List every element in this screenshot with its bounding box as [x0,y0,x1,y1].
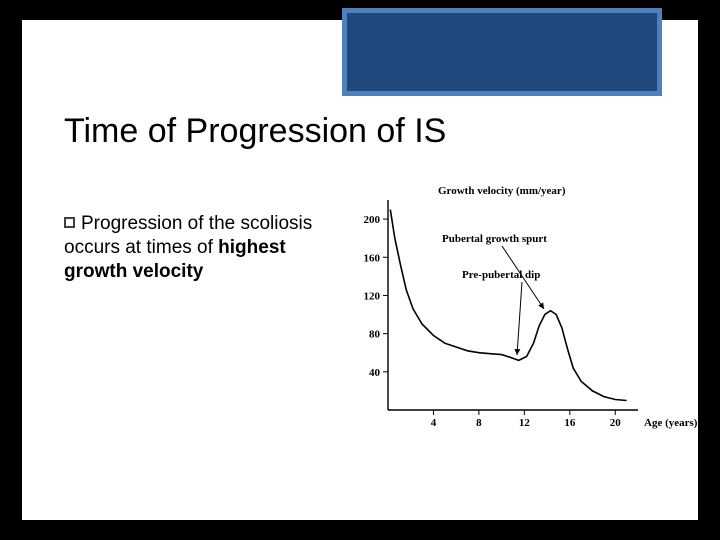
svg-text:80: 80 [369,329,381,341]
body-bullet: Progression of the scoliosis occurs at t… [64,212,324,283]
growth-velocity-chart: 40 80 120 160 200 4 8 12 16 20 Growth velocity (mm… [342,180,688,460]
slide-title: Time of Progression of IS [64,112,446,151]
chart-svg: 40 80 120 160 200 4 8 12 16 20 Growth velocity (mm… [342,180,688,460]
svg-text:120: 120 [364,290,381,302]
svg-text:200: 200 [364,214,381,226]
svg-text:40: 40 [369,367,381,379]
svg-text:160: 160 [364,252,381,264]
svg-text:Pre-pubertal dip: Pre-pubertal dip [462,269,540,281]
slide-surface: Time of Progression of IS Progression of… [22,20,698,520]
header-accent-box [342,8,662,96]
svg-text:16: 16 [564,417,576,429]
svg-text:Age (years): Age (years) [644,417,698,429]
svg-text:8: 8 [476,417,482,429]
bullet-icon [64,217,75,228]
svg-text:Pubertal growth spurt: Pubertal growth spurt [442,233,547,245]
svg-text:20: 20 [610,417,622,429]
svg-text:Growth velocity (mm/year): Growth velocity (mm/year) [438,185,566,197]
svg-text:12: 12 [519,417,531,429]
svg-text:4: 4 [431,417,437,429]
